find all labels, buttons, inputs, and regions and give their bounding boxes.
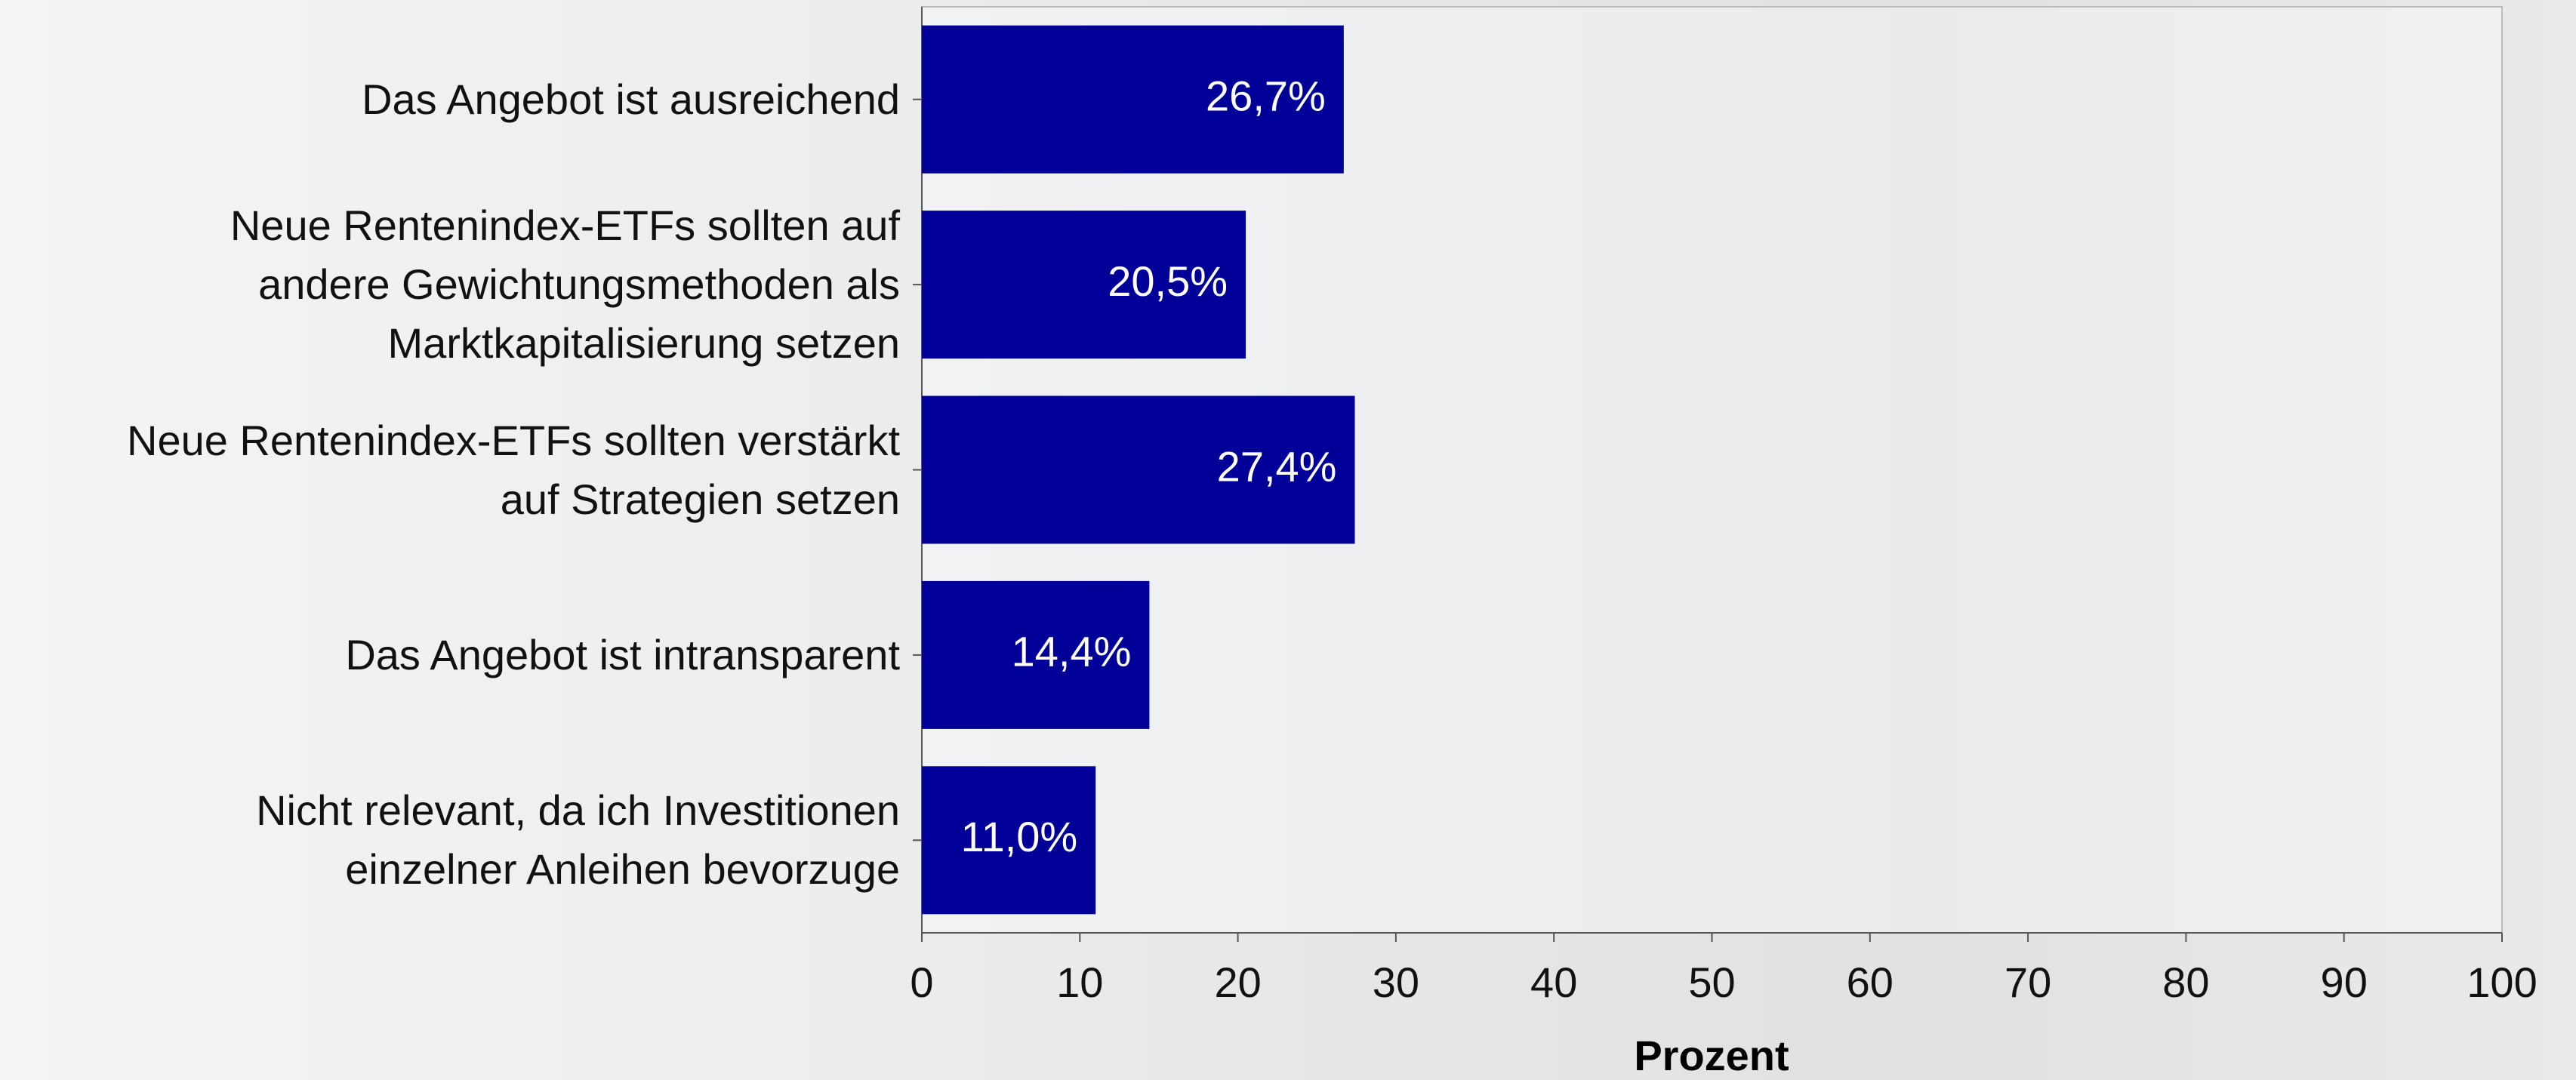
x-tick-label: 0 [910, 958, 933, 1006]
value-label: 26,7% [1206, 72, 1326, 119]
category-label: Das Angebot ist ausreichend [362, 75, 900, 123]
value-label: 11,0% [961, 813, 1078, 860]
bar [922, 25, 1344, 174]
x-axis-label: Prozent [1634, 1032, 1789, 1079]
x-tick-label: 90 [2321, 958, 2368, 1006]
value-label: 14,4% [1012, 628, 1132, 675]
x-tick-label: 50 [1688, 958, 1735, 1006]
bar [922, 580, 1150, 729]
x-tick-label: 10 [1056, 958, 1103, 1006]
bar [922, 211, 1246, 359]
x-tick-label: 30 [1373, 958, 1419, 1006]
x-tick-label: 100 [2467, 958, 2537, 1006]
x-tick-label: 20 [1214, 958, 1261, 1006]
category-label: Neue Rentenindex-ETFs sollten verstärkt … [127, 416, 900, 523]
value-label: 27,4% [1217, 442, 1337, 490]
bar [922, 395, 1355, 544]
bar [922, 766, 1096, 915]
value-label: 20,5% [1108, 257, 1228, 305]
x-tick-label: 70 [2004, 958, 2051, 1006]
category-label: Neue Rentenindex-ETFs sollten auf andere… [230, 202, 900, 368]
x-tick-label: 40 [1530, 958, 1577, 1006]
category-label: Nicht relevant, da ich Investitionen ein… [256, 786, 900, 894]
x-tick-label: 80 [2162, 958, 2209, 1006]
x-tick-label: 60 [1847, 958, 1893, 1006]
category-label: Das Angebot ist intransparent [345, 630, 900, 678]
